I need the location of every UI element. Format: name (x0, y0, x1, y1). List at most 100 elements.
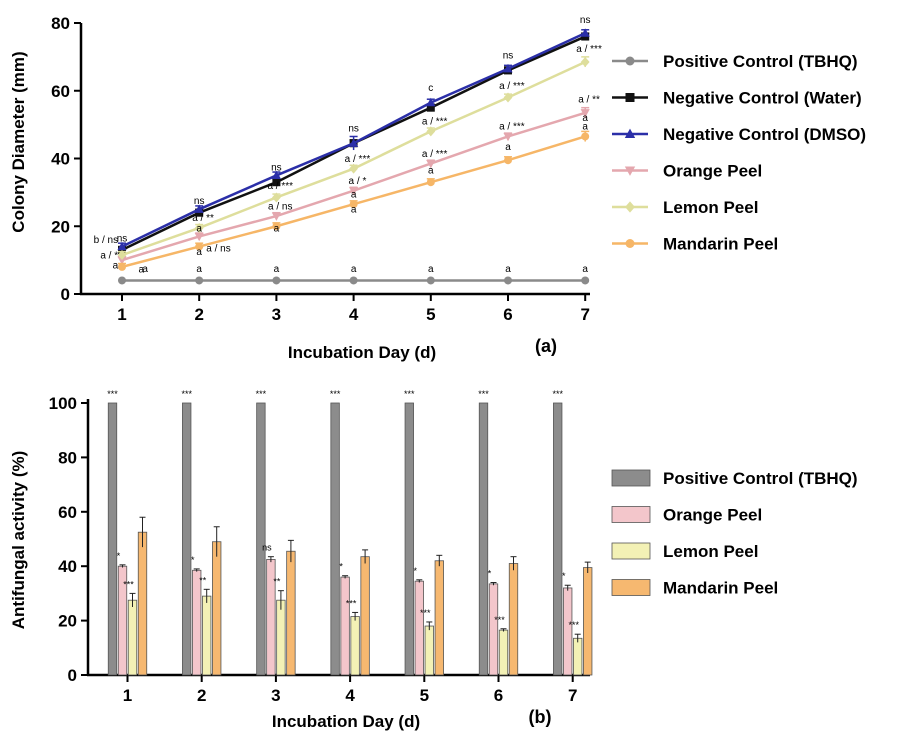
chart-a-significance-label: a (196, 247, 202, 258)
chart-b-x-tick-label: 3 (271, 686, 280, 705)
chart-b-bar (127, 599, 138, 676)
chart-a-significance-label: a / ** (192, 213, 214, 224)
chart-a-significance-label: a (351, 264, 357, 275)
chart-a-axes: 0 20 40 60 80 1 2 3 4 5 6 7 (51, 14, 590, 324)
chart-a-data-point (349, 138, 359, 147)
chart-a-legend-swatch-marker (624, 166, 636, 176)
chart-b-x-tick-label: 4 (345, 686, 355, 705)
chart-b-bar (202, 595, 212, 676)
chart-b-significance-label: ns (262, 543, 272, 553)
chart-b-bar (182, 402, 192, 676)
chart-a-legend-label: Negative Control (Water) (663, 89, 862, 108)
chart-b-y-tick-label: 100 (49, 394, 77, 413)
chart-a-data-point (194, 204, 204, 213)
chart-a-data-point (580, 109, 590, 118)
chart-a-significance-label: a / *** (422, 117, 448, 128)
chart-a-significance-label: c (428, 83, 433, 94)
chart-a-legend-label: Mandarin Peel (663, 235, 778, 254)
chart-a-x-tick-label: 5 (426, 305, 435, 324)
chart-b-bar (360, 556, 370, 676)
chart-a-data-point (195, 242, 204, 251)
chart-b-legend-label: Mandarin Peel (663, 579, 778, 598)
chart-b-significance-label: *** (494, 615, 505, 625)
chart-a-x-tick-label: 4 (349, 305, 359, 324)
chart-b-y-tick-label: 0 (68, 666, 77, 685)
chart-b-axes: 0 20 40 60 80 100 1 2 3 4 5 6 7 (49, 394, 590, 705)
chart-a-significance-label: a (428, 264, 434, 275)
chart-a-y-axis-title: Colony Diameter (mm) (9, 51, 28, 232)
chart-a-data-point (426, 276, 435, 285)
chart-b-x-tick-label: 6 (494, 686, 503, 705)
chart-b-bar (192, 569, 202, 676)
chart-a-significance-label: a / *** (422, 149, 448, 160)
chart-a-data-point (426, 178, 435, 187)
chart-b-y-axis-title: Antifungal activity (%) (9, 451, 28, 630)
chart-a-data-point (580, 56, 590, 67)
chart-a-legend-swatch-marker (624, 128, 636, 139)
chart-b-legend-label: Lemon Peel (663, 542, 758, 561)
chart-a-data-point (426, 126, 436, 137)
chart-a-x-axis-title: Incubation Day (d) (288, 343, 436, 362)
chart-b-significance-label: *** (123, 579, 134, 589)
chart-a-data-point (271, 212, 281, 221)
chart-a-data-point (117, 241, 127, 251)
chart-b-significance-label: ** (273, 577, 281, 587)
chart-b-significance-label: * (488, 569, 492, 579)
chart-a-significance-label: a (142, 264, 148, 275)
chart-a-significance-label: a (505, 142, 511, 153)
chart-a-significance-label: a (196, 223, 202, 234)
chart-a-significance-label: a / *** (576, 44, 602, 55)
chart-a-data-point (118, 276, 126, 285)
chart-a-data-point (426, 103, 435, 112)
chart-b-significance-label: *** (420, 608, 431, 618)
chart-b-bar (340, 576, 350, 676)
chart-a-data-point (272, 178, 281, 187)
chart-a-significance-label: a (582, 264, 588, 275)
chart-b-significance-label: * (339, 562, 343, 572)
chart-b: Antifungal activity (%) Incubation Day (… (9, 389, 858, 731)
chart-a-significance-label: a (274, 223, 280, 234)
chart-a-significance-label: ns (117, 233, 128, 244)
chart-b-significance-label: *** (478, 389, 489, 399)
chart-b-significance-label: *** (107, 389, 118, 399)
chart-a-data-point (504, 156, 512, 165)
chart-a-y-tick-label: 20 (51, 217, 70, 236)
chart-a-significance-label: a / *** (267, 181, 293, 192)
chart-b-significance-label: *** (552, 389, 563, 399)
chart-b-legend-label: Orange Peel (663, 506, 762, 525)
chart-a-data-point (349, 163, 358, 174)
chart-b-x-tick-label: 7 (568, 686, 577, 705)
chart-b-bars: ****************ns**********************… (107, 389, 593, 676)
chart-a-legend: Positive Control (TBHQ) Negative Control … (612, 52, 866, 254)
chart-b-legend-label: Positive Control (TBHQ) (663, 469, 858, 488)
chart-b-significance-label: *** (330, 389, 341, 399)
chart-b-bar (583, 567, 593, 676)
chart-b-panel-label: (b) (529, 707, 552, 727)
chart-a-significance-label: a / *** (499, 122, 525, 133)
chart-a-significance-label: a (113, 261, 119, 272)
chart-a-significance-label: a / ns (268, 201, 292, 212)
chart-b-significance-label: *** (404, 389, 415, 399)
chart-a-data-point (426, 97, 436, 107)
chart-a-significance-label: ns (580, 15, 591, 26)
chart-b-legend-swatch (611, 506, 651, 523)
chart-a-data-point (195, 276, 204, 285)
chart-a-data-point (272, 192, 281, 203)
chart-b-legend-swatch (611, 542, 651, 560)
chart-a-significance-label: a (351, 189, 357, 200)
chart-b-bar (563, 587, 573, 676)
chart-b-bar (350, 616, 360, 676)
chart-a-data-point (194, 222, 204, 233)
chart-b-x-tick-label: 5 (420, 686, 429, 705)
chart-a-data-point (580, 28, 590, 37)
chart-b-y-tick-label: 60 (58, 503, 77, 522)
chart-b-x-axis-title: Incubation Day (d) (272, 712, 420, 731)
chart-b-legend-swatch (611, 469, 651, 487)
chart-a-y-tick-label: 80 (51, 14, 70, 33)
chart-a-data-point (349, 187, 359, 196)
chart-a-significance-label: b / ns (94, 235, 118, 246)
chart-a-data-point (581, 132, 590, 141)
chart-a-legend-label: Positive Control (TBHQ) (663, 52, 858, 71)
chart-a-x-tick-label: 2 (194, 305, 203, 324)
